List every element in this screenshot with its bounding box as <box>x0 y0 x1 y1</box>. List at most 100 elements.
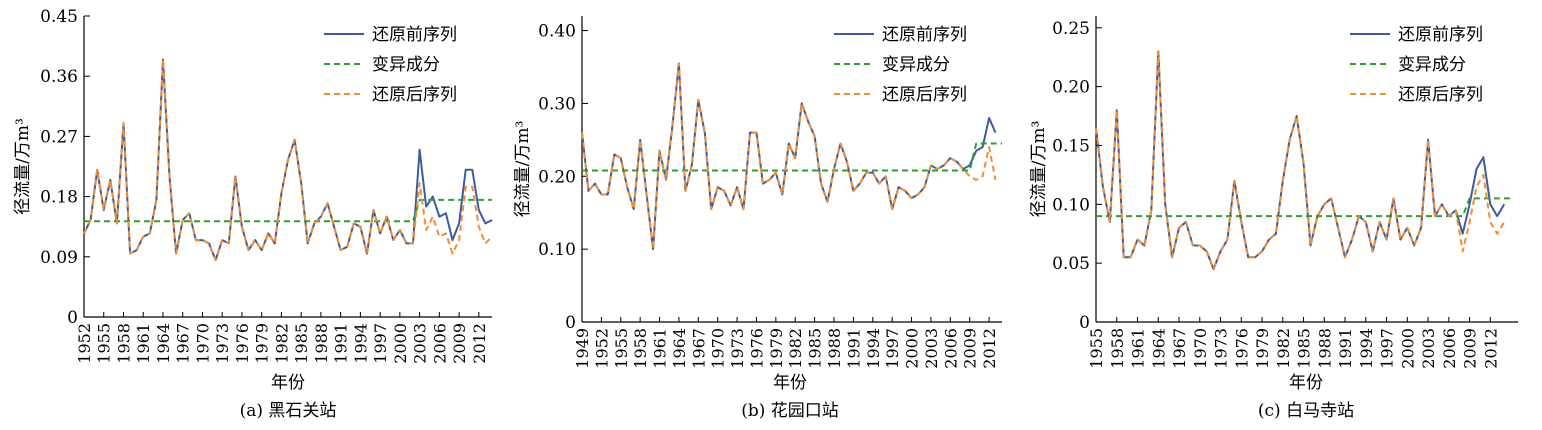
series-line-2 <box>582 142 1002 172</box>
x-tick-label: 1952 <box>592 328 611 369</box>
x-tick-label: 2006 <box>1440 328 1459 369</box>
x-tick-label: 1985 <box>806 328 825 369</box>
x-tick-label: 1964 <box>1149 328 1168 369</box>
x-tick-label: 1988 <box>1315 328 1334 369</box>
x-tick-label: 1982 <box>1274 328 1293 369</box>
panel-caption: (a) 黑石关站 <box>240 401 337 421</box>
legend-entry: 变异成分 <box>1398 55 1466 75</box>
x-tick-label: 1988 <box>312 323 331 364</box>
x-tick-label: 1970 <box>1191 328 1210 369</box>
plot-area: 0 0.10 0.20 0.30 0.40 1949 1952 1955 1958 1961 196… <box>538 16 1002 369</box>
y-tick-label: 0.10 <box>538 240 576 260</box>
y-tick-label: 0.10 <box>1052 195 1090 215</box>
x-tick-label: 1949 <box>573 328 592 369</box>
x-tick-label: 1982 <box>272 323 291 364</box>
x-tick-label: 2012 <box>980 328 999 369</box>
x-tick-label: 1991 <box>332 323 351 364</box>
x-tick-label: 2000 <box>903 328 922 369</box>
x-tick-label: 1961 <box>134 323 153 364</box>
x-tick-label: 1955 <box>612 328 631 369</box>
y-tick-label: 0 <box>1079 313 1090 333</box>
y-tick-label: 0.20 <box>538 167 576 187</box>
y-axis-label: 径流量/万m³ <box>1029 121 1049 218</box>
x-tick-label: 1970 <box>193 323 212 364</box>
legend-entry: 还原前序列 <box>372 25 457 45</box>
x-tick-label: 2003 <box>1419 328 1438 369</box>
y-tick-label: 0.36 <box>40 67 78 87</box>
x-tick-label: 1994 <box>864 328 883 369</box>
x-tick-label: 2003 <box>411 323 430 364</box>
series-line-3 <box>1095 50 1506 270</box>
y-axis-label: 径流量/万m³ <box>513 121 533 218</box>
x-tick-label: 1958 <box>631 328 650 369</box>
y-axis-label: 径流量/万m³ <box>13 118 33 215</box>
y-tick-label: 0.05 <box>1052 254 1090 274</box>
x-tick-label: 1961 <box>651 328 670 369</box>
y-tick-label: 0.25 <box>1052 19 1090 39</box>
x-tick-label: 1976 <box>747 328 766 369</box>
x-tick-label: 2009 <box>450 323 469 364</box>
x-tick-label: 1985 <box>1295 328 1314 369</box>
x-tick-label: 1997 <box>883 328 902 369</box>
x-tick-label: 2006 <box>941 328 960 369</box>
x-tick-label: 1991 <box>844 328 863 369</box>
y-tick-label: 0 <box>565 313 576 333</box>
x-tick-label: 1991 <box>1336 328 1355 369</box>
series-line-2 <box>1096 197 1512 218</box>
x-tick-label: 1973 <box>1212 328 1231 369</box>
x-tick-label: 1955 <box>1087 328 1106 369</box>
x-tick-label: 1961 <box>1129 328 1148 369</box>
legend-entry: 变异成分 <box>372 55 440 75</box>
y-tick-label: 0.30 <box>538 94 576 114</box>
legend-entry: 还原前序列 <box>1398 25 1483 45</box>
x-tick-label: 1997 <box>1378 328 1397 369</box>
y-tick-label: 0 <box>67 308 78 328</box>
series-line-1 <box>581 62 997 251</box>
plot-area: 0 0.05 0.10 0.15 0.20 0.25 1955 1958 1961 1964 196… <box>1052 16 1518 369</box>
y-tick-label: 0.20 <box>1052 78 1090 98</box>
legend-entry: 变异成分 <box>882 55 950 75</box>
panel-caption: (b) 花园口站 <box>741 401 839 421</box>
x-tick-label: 1955 <box>95 323 114 364</box>
x-tick-label: 2003 <box>922 328 941 369</box>
x-axis-label: 年份 <box>271 373 305 393</box>
series-line-2 <box>84 198 492 223</box>
x-tick-label: 1997 <box>371 323 390 364</box>
x-tick-label: 1988 <box>825 328 844 369</box>
x-tick-label: 1994 <box>1357 328 1376 369</box>
x-tick-label: 1973 <box>213 323 232 364</box>
x-axis-label: 年份 <box>773 373 807 393</box>
y-tick-label: 0.15 <box>1052 136 1090 156</box>
x-tick-label: 1973 <box>728 328 747 369</box>
x-tick-label: 1976 <box>233 323 252 364</box>
x-tick-label: 1979 <box>767 328 786 369</box>
x-tick-label: 2009 <box>1461 328 1480 369</box>
legend-entry: 还原后序列 <box>1398 85 1483 105</box>
y-tick-label: 0.45 <box>40 7 78 27</box>
x-tick-label: 1967 <box>174 323 193 364</box>
x-tick-label: 2012 <box>1481 328 1500 369</box>
x-tick-label: 1964 <box>154 323 173 364</box>
x-tick-label: 2000 <box>1398 328 1417 369</box>
x-tick-label: 1976 <box>1232 328 1251 369</box>
x-tick-label: 2006 <box>430 323 449 364</box>
x-tick-label: 1979 <box>253 323 272 364</box>
chart-panel-c: 0 0.05 0.10 0.15 0.20 0.25 1955 1958 1961 1964 196… <box>1029 16 1518 421</box>
x-tick-label: 1982 <box>786 328 805 369</box>
x-tick-label: 1964 <box>670 328 689 369</box>
chart-panel-b: 0 0.10 0.20 0.30 0.40 1949 1952 1955 1958 1961 196… <box>513 16 1002 421</box>
legend-entry: 还原前序列 <box>882 25 967 45</box>
panel-caption: (c) 白马寺站 <box>1258 401 1354 421</box>
x-tick-label: 1994 <box>351 323 370 364</box>
y-tick-label: 0.27 <box>40 127 78 147</box>
series-line-3 <box>83 58 493 262</box>
y-tick-label: 0.40 <box>538 22 576 42</box>
x-tick-label: 1952 <box>75 323 94 364</box>
x-tick-label: 1979 <box>1253 328 1272 369</box>
x-tick-label: 1958 <box>1108 328 1127 369</box>
y-tick-label: 0.09 <box>40 248 78 268</box>
x-tick-label: 1985 <box>292 323 311 364</box>
